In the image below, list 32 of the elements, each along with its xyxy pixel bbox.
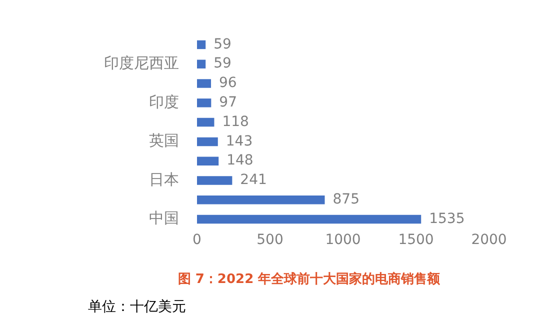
bar: [197, 118, 214, 127]
y-tick-label: 印度: [149, 92, 179, 111]
data-label: 1535: [429, 210, 465, 227]
bar: [197, 196, 325, 204]
data-label: 96: [219, 75, 237, 92]
bar: [197, 60, 206, 68]
y-tick-label: 日本: [149, 170, 179, 188]
bar: [197, 176, 232, 185]
data-label: 241: [240, 172, 267, 188]
data-label: 875: [332, 192, 360, 208]
data-label: 148: [226, 152, 254, 169]
bar: [197, 98, 212, 108]
y-tick-label: 印度尼西亚: [104, 54, 179, 72]
bar: [197, 137, 218, 146]
bar: [197, 156, 219, 166]
x-tick-label: 2000: [471, 232, 507, 248]
data-label: 59: [214, 36, 232, 52]
bar: [197, 79, 212, 88]
y-tick-label: 中国: [149, 209, 179, 228]
bar: [197, 214, 422, 224]
data-label: 118: [222, 114, 249, 130]
x-tick-label: 500: [256, 232, 284, 248]
data-label: 143: [226, 133, 253, 150]
text: 图 7：2022 年全球前十大国家的电商销售额: [176, 270, 442, 288]
text: 单位：十亿美元: [87, 298, 187, 316]
x-tick-label: 1000: [325, 232, 361, 248]
bar: [197, 40, 206, 50]
x-tick-label: 0: [192, 232, 202, 248]
data-label: 59: [214, 56, 232, 72]
x-tick-label: 1500: [398, 232, 434, 248]
data-label: 97: [219, 94, 237, 111]
y-tick-label: 英国: [149, 132, 179, 150]
